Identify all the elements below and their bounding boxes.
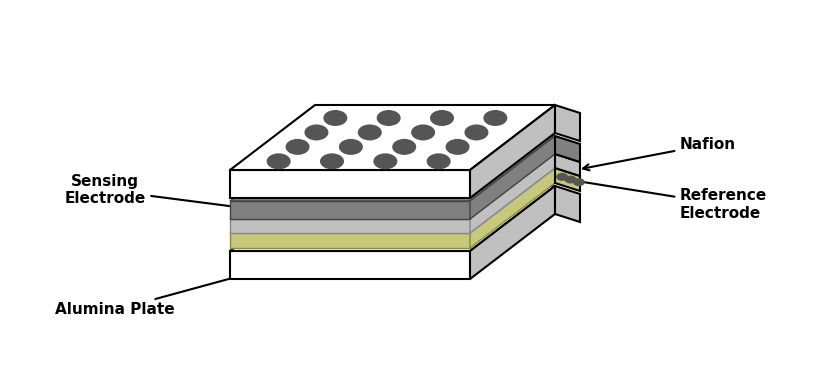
Polygon shape	[229, 136, 554, 201]
Polygon shape	[229, 168, 554, 233]
Ellipse shape	[323, 110, 347, 126]
Polygon shape	[554, 105, 579, 141]
Ellipse shape	[338, 139, 363, 155]
Ellipse shape	[381, 211, 403, 226]
Ellipse shape	[357, 124, 382, 141]
Polygon shape	[229, 251, 469, 279]
Polygon shape	[554, 154, 579, 176]
Ellipse shape	[429, 211, 451, 226]
Polygon shape	[554, 136, 579, 162]
Text: Sensing
Electrode: Sensing Electrode	[65, 174, 255, 211]
Polygon shape	[229, 105, 554, 170]
Ellipse shape	[410, 124, 435, 141]
Polygon shape	[554, 168, 579, 191]
Polygon shape	[229, 233, 469, 248]
Polygon shape	[469, 136, 554, 219]
Ellipse shape	[445, 139, 469, 155]
Polygon shape	[469, 168, 554, 248]
Text: Nafion: Nafion	[582, 137, 735, 171]
Ellipse shape	[333, 211, 355, 226]
Polygon shape	[229, 219, 469, 233]
Ellipse shape	[464, 124, 488, 141]
Text: Alumina Plate: Alumina Plate	[55, 265, 274, 318]
Polygon shape	[469, 154, 554, 233]
Ellipse shape	[429, 110, 454, 126]
Ellipse shape	[426, 153, 450, 169]
Polygon shape	[229, 154, 554, 219]
Ellipse shape	[304, 124, 328, 141]
Polygon shape	[469, 186, 554, 279]
Ellipse shape	[563, 175, 576, 183]
Ellipse shape	[376, 110, 400, 126]
Ellipse shape	[555, 173, 568, 181]
Ellipse shape	[266, 153, 290, 169]
Text: Reference
Electrode: Reference Electrode	[572, 178, 767, 221]
Ellipse shape	[482, 110, 507, 126]
Polygon shape	[229, 170, 469, 198]
Ellipse shape	[373, 153, 397, 169]
Ellipse shape	[477, 211, 499, 226]
Ellipse shape	[319, 153, 344, 169]
Polygon shape	[229, 186, 554, 251]
Polygon shape	[554, 186, 579, 222]
Ellipse shape	[572, 178, 584, 186]
Polygon shape	[469, 105, 554, 198]
Ellipse shape	[285, 211, 307, 226]
Ellipse shape	[285, 139, 310, 155]
Polygon shape	[229, 201, 469, 219]
Ellipse shape	[391, 139, 416, 155]
